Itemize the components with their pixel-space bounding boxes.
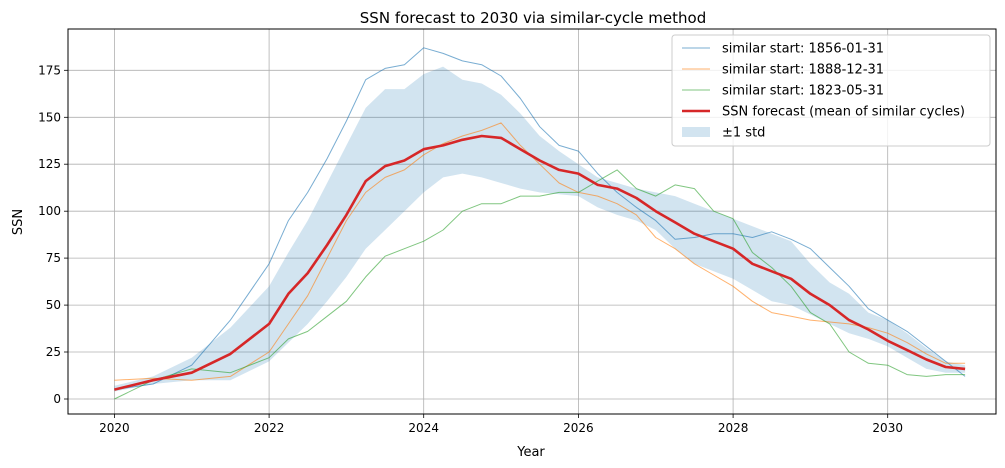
forecast-mean-line — [114, 134, 966, 391]
x-tick-label: 2024 — [408, 421, 439, 435]
x-tick-label: 2022 — [254, 421, 285, 435]
similar-cycle-line-3 — [114, 169, 966, 400]
legend-label: ±1 std — [722, 126, 765, 141]
y-tick-label: 50 — [46, 298, 61, 312]
y-tick-label: 25 — [46, 345, 61, 359]
series-layer — [114, 47, 966, 400]
y-axis-ticks: 0 25 50 75 100 125 150 175 — [38, 63, 68, 406]
x-axis-label: Year — [516, 445, 545, 460]
chart-title: SSN forecast to 2030 via similar-cycle m… — [360, 9, 706, 27]
y-tick-label: 75 — [46, 251, 61, 265]
legend-label: similar start: 1823-05-31 — [722, 84, 884, 99]
x-axis-ticks: 2020 2022 2024 2026 2028 2030 — [99, 414, 903, 435]
x-tick-label: 2026 — [563, 421, 594, 435]
x-tick-label: 2030 — [872, 421, 903, 435]
legend-box — [671, 34, 991, 147]
legend-swatch-band — [682, 127, 710, 137]
std-band-layer — [114, 66, 966, 392]
legend-label: similar start: 1888-12-31 — [722, 63, 884, 78]
y-tick-label: 150 — [38, 110, 61, 124]
x-tick-label: 2028 — [718, 421, 749, 435]
y-tick-label: 175 — [38, 63, 61, 77]
std-band — [114, 66, 966, 392]
legend: similar start: 1856-01-31 similar start: … — [671, 34, 991, 147]
similar-cycle-line-1 — [114, 47, 966, 391]
legend-label: similar start: 1856-01-31 — [722, 42, 884, 57]
y-tick-label: 0 — [53, 392, 61, 406]
plot-area-frame — [67, 28, 997, 415]
legend-label: SSN forecast (mean of similar cycles) — [722, 105, 965, 120]
grid-lines — [68, 29, 996, 414]
y-axis-label: SSN — [11, 209, 26, 235]
x-tick-label: 2020 — [99, 421, 130, 435]
y-tick-label: 125 — [38, 157, 61, 171]
y-tick-label: 100 — [38, 204, 61, 218]
